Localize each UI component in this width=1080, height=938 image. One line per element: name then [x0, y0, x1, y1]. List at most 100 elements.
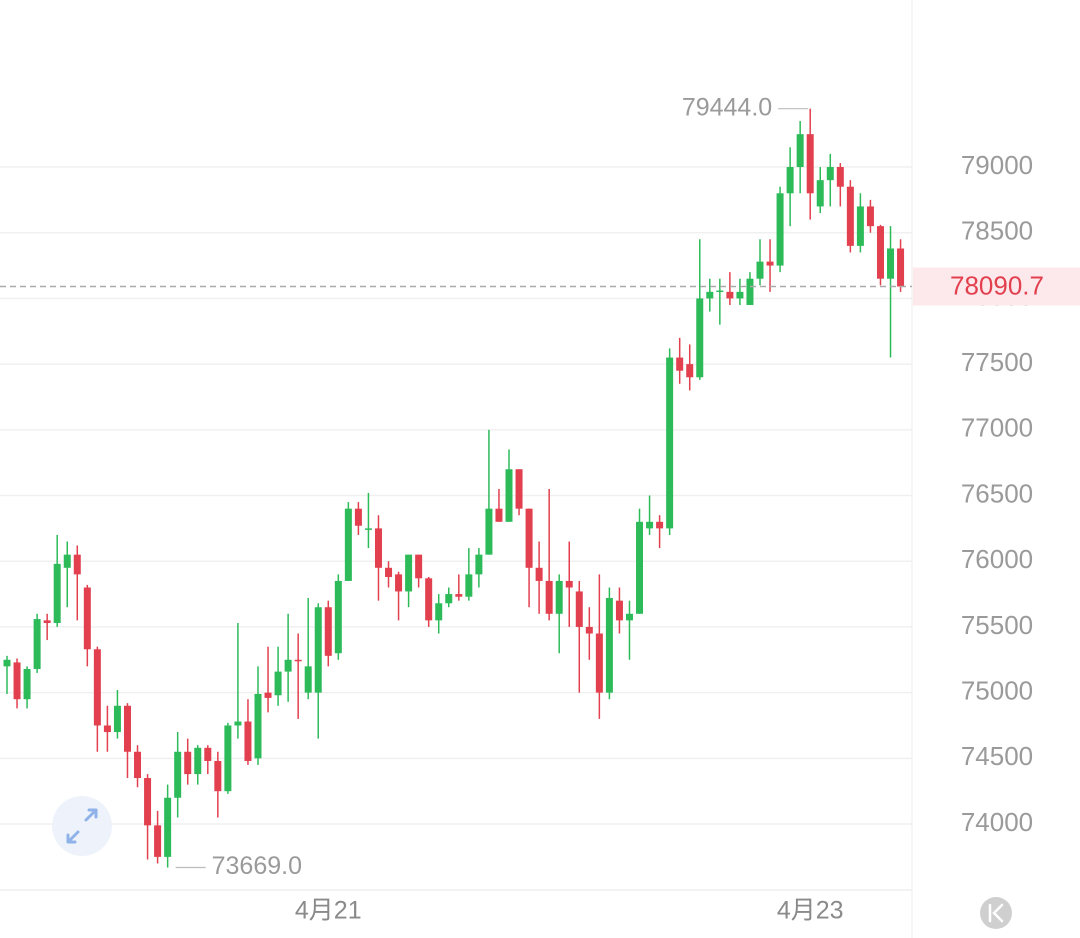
candle-body: [274, 671, 282, 696]
candle: [445, 587, 453, 608]
scroll-latest-bg[interactable]: [980, 897, 1012, 929]
candle-body: [585, 626, 593, 634]
candle: [113, 690, 121, 739]
expand-icon: [66, 808, 98, 844]
candle: [565, 541, 573, 627]
expand-button[interactable]: [52, 796, 112, 856]
candle-body: [465, 574, 473, 597]
candle: [284, 613, 292, 702]
candle-body: [43, 620, 51, 623]
candle: [846, 180, 854, 253]
expand-button-bg[interactable]: [52, 796, 112, 856]
candle-body: [625, 613, 633, 621]
candle: [395, 571, 403, 621]
candle-body: [234, 721, 242, 726]
candle-body: [304, 666, 312, 693]
candle-body: [3, 659, 11, 667]
candle: [294, 633, 302, 719]
candle-body: [294, 659, 302, 662]
candle-body: [796, 134, 804, 168]
candle: [595, 574, 603, 719]
candle: [776, 186, 784, 273]
candle-body: [525, 508, 533, 568]
candle: [676, 337, 684, 384]
candle-body: [314, 607, 322, 693]
candle: [53, 534, 61, 627]
candle-body: [676, 357, 684, 371]
candle-body: [555, 580, 563, 614]
x-tick-label: 4月21: [295, 897, 362, 925]
candle-body: [385, 567, 393, 577]
scroll-latest-button[interactable]: [980, 897, 1012, 929]
candle-body: [776, 193, 784, 266]
candle: [636, 508, 644, 614]
candle: [13, 658, 21, 709]
candle: [746, 272, 754, 305]
candle-body: [13, 662, 21, 700]
candle: [144, 774, 152, 860]
candle: [555, 574, 563, 654]
candle-body: [816, 180, 824, 207]
candle-body: [696, 298, 704, 378]
candle: [194, 745, 202, 785]
y-tick-label: 79000: [961, 150, 1033, 180]
candle-body: [113, 705, 121, 733]
candle: [887, 226, 895, 358]
y-tick-label: 77000: [961, 413, 1033, 443]
candle: [625, 600, 633, 660]
candle-body: [184, 751, 192, 775]
candle-body: [836, 167, 844, 187]
candle-body: [545, 580, 553, 614]
candle: [585, 607, 593, 660]
candle-body: [284, 659, 292, 672]
y-tick-label: 76500: [961, 478, 1033, 508]
candle-body: [194, 747, 202, 775]
candle-body: [364, 528, 372, 530]
candle: [766, 239, 774, 292]
low-label: 73669.0: [212, 852, 302, 880]
high-label: 79444.0: [682, 93, 772, 121]
candle-body: [897, 248, 905, 287]
candle: [736, 278, 744, 305]
candle: [836, 163, 844, 207]
candle-body: [93, 649, 101, 726]
candle: [455, 574, 463, 601]
y-tick-label: 78500: [961, 216, 1033, 246]
candle-body: [726, 291, 734, 299]
y-tick-label: 77500: [961, 347, 1033, 377]
candle-body: [866, 206, 874, 227]
scroll-latest-icon: [988, 903, 1004, 923]
candle: [646, 495, 654, 535]
candle: [164, 784, 172, 868]
candle: [204, 745, 212, 775]
y-tick-label: 75500: [961, 610, 1033, 640]
candle-body: [154, 825, 162, 857]
candle-body: [615, 600, 623, 621]
candle: [274, 646, 282, 706]
candle: [656, 515, 664, 549]
candle: [475, 548, 483, 588]
candle-body: [83, 587, 91, 650]
candle-body: [786, 167, 794, 194]
candle-body: [495, 508, 503, 522]
candle: [425, 576, 433, 627]
candle-body: [354, 508, 362, 526]
candle: [83, 584, 91, 667]
candle: [435, 594, 443, 634]
candle-body: [887, 248, 895, 279]
candle-body: [405, 554, 413, 592]
candle-body: [214, 760, 222, 792]
candle-body: [53, 563, 61, 623]
candle-body: [756, 261, 764, 279]
candle-body: [425, 578, 433, 621]
candle: [575, 580, 583, 693]
candle-body: [435, 603, 443, 621]
y-tick-label: 74000: [961, 807, 1033, 837]
candle-body: [806, 134, 814, 194]
candle: [515, 469, 523, 516]
candle: [234, 622, 242, 739]
candle: [666, 348, 674, 535]
candle: [866, 199, 874, 233]
candle: [786, 147, 794, 227]
